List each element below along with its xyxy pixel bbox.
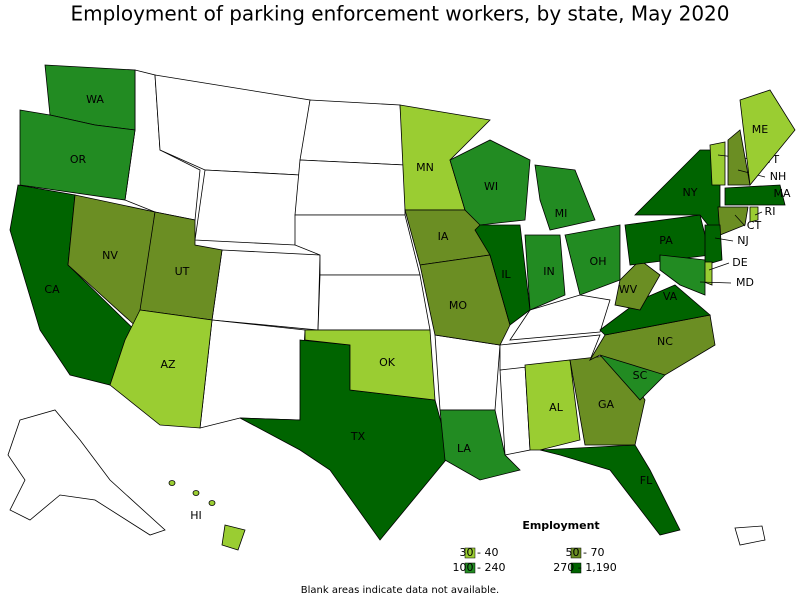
state-label: WA bbox=[86, 93, 104, 106]
legend-swatch bbox=[464, 547, 476, 559]
state-label: DE bbox=[732, 256, 747, 269]
state-label: NJ bbox=[737, 234, 748, 247]
leader-line bbox=[754, 211, 763, 216]
legend-swatch bbox=[570, 547, 582, 559]
state bbox=[474, 224, 531, 326]
state-label: IN bbox=[543, 265, 554, 278]
state bbox=[304, 329, 436, 401]
state-label: NY bbox=[683, 186, 698, 199]
state-label: NC bbox=[657, 335, 673, 348]
legend-label: 100 - 240 bbox=[453, 561, 506, 574]
legend-label: 270 - 1,190 bbox=[553, 561, 616, 574]
state bbox=[739, 89, 796, 186]
state bbox=[524, 234, 566, 311]
state bbox=[534, 164, 596, 231]
state-label: MO bbox=[449, 299, 467, 312]
island bbox=[208, 500, 216, 506]
state-blank bbox=[509, 294, 611, 341]
state-label: AZ bbox=[160, 358, 176, 371]
state-label: ME bbox=[752, 123, 768, 136]
state-label: TX bbox=[350, 430, 366, 443]
state-blank bbox=[434, 334, 501, 411]
state-blank bbox=[734, 525, 766, 546]
state-label: PA bbox=[659, 234, 673, 247]
state-label: LA bbox=[457, 442, 471, 455]
state bbox=[659, 254, 706, 296]
legend-label: 50 - 70 bbox=[566, 546, 605, 559]
legend-title: Employment bbox=[522, 519, 599, 532]
state-label: VA bbox=[663, 290, 678, 303]
state bbox=[439, 409, 521, 481]
state-label: NH bbox=[770, 170, 787, 183]
legend-swatch bbox=[464, 562, 476, 574]
state-label: GA bbox=[598, 398, 615, 411]
state-label: RI bbox=[765, 205, 776, 218]
state bbox=[449, 139, 531, 226]
state-label: OK bbox=[379, 356, 396, 369]
state-label: MA bbox=[773, 187, 790, 200]
island bbox=[168, 480, 176, 486]
state-blank bbox=[199, 319, 306, 429]
leader-line bbox=[714, 237, 734, 242]
state bbox=[717, 206, 749, 236]
legend: Employment 30 - 40 50 - 70 100 - 240 270 - … bbox=[453, 519, 617, 574]
state-blank bbox=[194, 169, 301, 246]
state-label: NV bbox=[102, 249, 118, 262]
state-label: OH bbox=[590, 255, 607, 268]
state bbox=[539, 444, 681, 536]
state-label: UT bbox=[175, 265, 190, 278]
state-label: IA bbox=[438, 230, 449, 243]
state-blank bbox=[299, 99, 406, 166]
legend-label: 30 - 40 bbox=[460, 546, 499, 559]
state-label: WI bbox=[484, 180, 498, 193]
state bbox=[749, 206, 759, 223]
island bbox=[192, 490, 200, 496]
state bbox=[709, 141, 726, 186]
state bbox=[109, 309, 213, 429]
leader-line bbox=[708, 262, 730, 271]
state-label: SC bbox=[633, 369, 648, 382]
state-label: MD bbox=[736, 276, 754, 289]
state-label: OR bbox=[70, 153, 87, 166]
state-blank bbox=[7, 409, 166, 536]
state-blank bbox=[211, 249, 321, 331]
state bbox=[524, 359, 581, 451]
state bbox=[419, 254, 511, 346]
state-label: IL bbox=[501, 268, 511, 281]
state-label: WV bbox=[619, 283, 638, 296]
map-title: Employment of parking enforcement worker… bbox=[70, 2, 729, 26]
state-label: MN bbox=[416, 161, 434, 174]
states: WA OR CA NV UT AZ TX OK MN IA MO WI IL MI IN OH LA AL GA FL… bbox=[9, 64, 796, 551]
legend-swatch bbox=[570, 562, 582, 574]
state-blank bbox=[317, 274, 431, 331]
state bbox=[724, 184, 786, 206]
state-label: MI bbox=[555, 207, 568, 220]
leader-line bbox=[734, 214, 746, 227]
state-label: FL bbox=[640, 474, 653, 487]
state-label: CA bbox=[44, 283, 60, 296]
note: Blank areas indicate data not available. bbox=[301, 585, 499, 596]
state-blank bbox=[294, 159, 406, 216]
leader-line bbox=[699, 281, 732, 284]
state-label: AL bbox=[549, 401, 564, 414]
state-label: HI bbox=[190, 509, 202, 522]
state bbox=[704, 224, 723, 266]
state bbox=[221, 524, 246, 551]
